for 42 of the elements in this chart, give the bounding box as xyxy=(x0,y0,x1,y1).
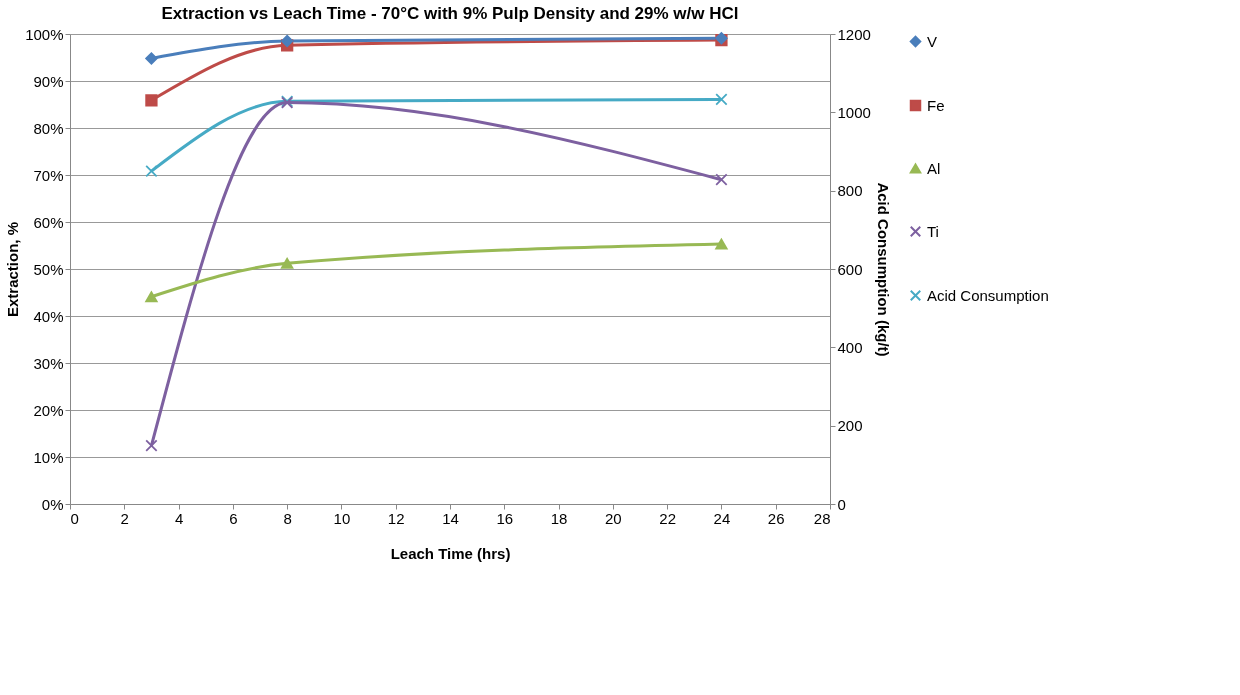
y2-tick-label: 600 xyxy=(837,260,863,278)
x-tick-label: 14 xyxy=(442,509,459,527)
legend-label: Al xyxy=(927,159,941,177)
x-tick-label: 4 xyxy=(174,509,184,527)
x-tick-label: 10 xyxy=(333,509,351,527)
x-tick-label: 2 xyxy=(120,509,129,527)
chart-title: Extraction vs Leach Time - 70°C with 9% Pulp Density and 29% w/w HCl xyxy=(161,4,739,23)
x-tick-label: 20 xyxy=(605,509,622,527)
y2-axis-title: Acid Consumption (kg/t) xyxy=(874,182,892,357)
legend-label: Acid Consumption xyxy=(927,286,1049,304)
legend-label: Fe xyxy=(927,96,945,114)
y-tick-label: 0% xyxy=(41,495,64,513)
y-tick-label: 100% xyxy=(25,25,64,43)
x-axis-title: Leach Time (hrs) xyxy=(390,544,511,562)
legend-label: V xyxy=(927,32,938,50)
y-tick-label: 30% xyxy=(33,354,64,372)
x-tick-label: 16 xyxy=(496,509,514,527)
x-tick-label: 26 xyxy=(767,509,785,527)
x-tick-label: 6 xyxy=(229,509,238,527)
y2-tick-label: 400 xyxy=(837,338,863,356)
y2-tick-label: 200 xyxy=(837,417,863,435)
y2-tick-label: 1200 xyxy=(837,25,871,43)
x-tick-label: 0 xyxy=(70,509,79,527)
x-tick-label: 8 xyxy=(283,509,292,527)
x-tick-label: 12 xyxy=(387,509,405,527)
x-tick-label: 24 xyxy=(713,509,731,527)
y-tick-label: 80% xyxy=(33,119,64,137)
y2-tick-label: 800 xyxy=(837,182,863,200)
y-axis-title: Extraction, % xyxy=(4,221,22,318)
y2-tick-label: 0 xyxy=(837,495,846,513)
y-tick-label: 90% xyxy=(33,72,64,90)
x-tick-label: 22 xyxy=(659,509,676,527)
x-tick-label: 28 xyxy=(813,509,831,527)
y-tick-label: 50% xyxy=(33,260,64,278)
legend-label: Ti xyxy=(927,222,939,240)
y-tick-label: 40% xyxy=(33,307,64,325)
y-tick-label: 10% xyxy=(33,448,64,466)
y-tick-label: 70% xyxy=(33,166,64,184)
y-tick-label: 20% xyxy=(33,401,64,419)
y-tick-label: 60% xyxy=(33,213,64,231)
y2-tick-label: 1000 xyxy=(837,103,871,121)
x-tick-label: 18 xyxy=(550,509,568,527)
